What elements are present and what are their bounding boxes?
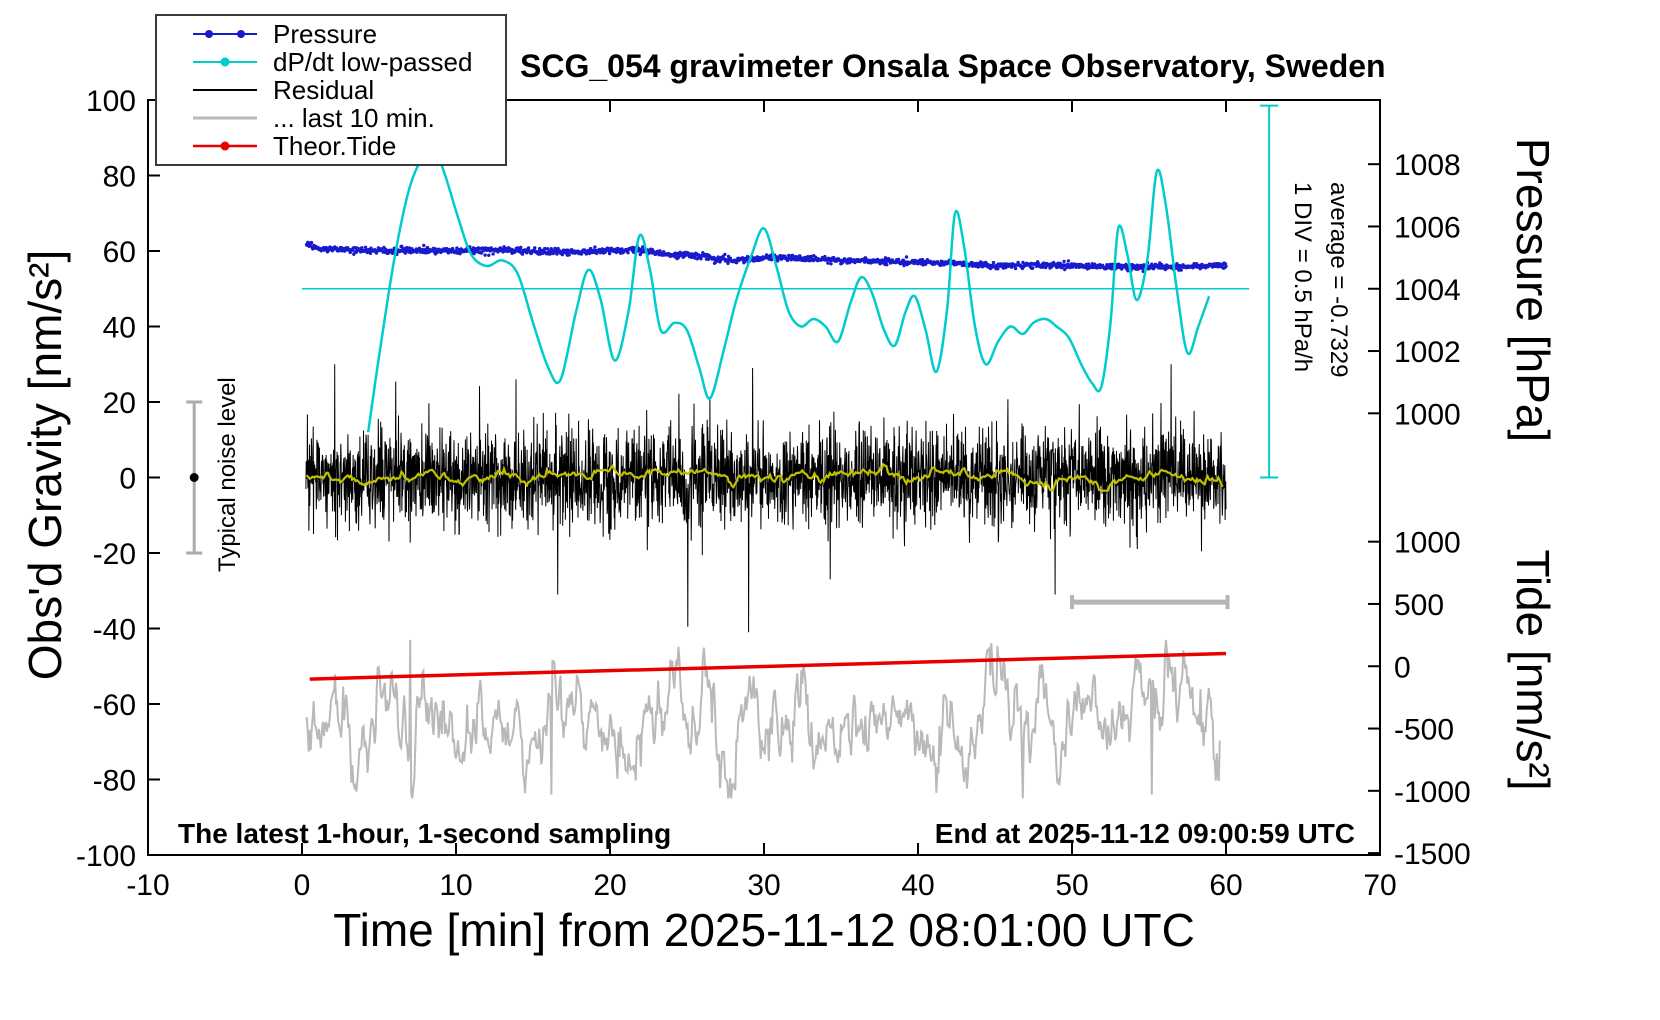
legend-symbol (193, 57, 257, 67)
legend-symbol (193, 116, 257, 120)
legend-symbol (193, 89, 257, 91)
y-tick-label: -80 (93, 765, 136, 798)
tide-tick-label: -500 (1394, 714, 1454, 747)
y-tick-label: -60 (93, 689, 136, 722)
pressure-tick-label: 1000 (1394, 398, 1461, 431)
y-axis-title-pressure: Pressure [hPa] (1507, 137, 1559, 443)
y-tick-label: 0 (119, 463, 136, 496)
y-axis-title-gravity: Obs'd Gravity [nm/s²] (19, 249, 71, 681)
legend-item-0: Pressure (187, 18, 505, 49)
y-tick-label: 100 (86, 85, 136, 118)
legend-label: ... last 10 min. (273, 102, 435, 133)
legend-label: Pressure (273, 18, 378, 49)
y-tick-label: -100 (76, 840, 136, 873)
legend-item-4: Theor.Tide (187, 130, 505, 161)
pressure-tick-label: 1006 (1394, 211, 1461, 244)
x-tick-label: -10 (126, 869, 169, 902)
tide-tick-label: 1000 (1394, 527, 1461, 560)
legend-label: Residual (273, 74, 375, 105)
legend-label: dP/dt low-passed (273, 46, 473, 77)
annotation-sampling: The latest 1-hour, 1-second sampling (178, 818, 672, 849)
tide-tick-label: 500 (1394, 589, 1444, 622)
annotation-average: average = -0.7329 (1325, 182, 1352, 378)
x-tick-label: 0 (294, 869, 311, 902)
series-dpdt (366, 145, 1211, 433)
legend-label: Theor.Tide (273, 130, 397, 161)
x-axis-title: Time [min] from 2025-11-12 08:01:00 UTC (333, 904, 1195, 956)
chart-title: SCG_054 gravimeter Onsala Space Observat… (520, 48, 1386, 84)
y-tick-label: -20 (93, 538, 136, 571)
series-pressure (304, 240, 1228, 274)
noise-level-dot (189, 473, 199, 482)
legend-item-1: dP/dt low-passed (187, 46, 505, 77)
x-tick-label: 40 (901, 869, 934, 902)
y-tick-label: -40 (93, 614, 136, 647)
x-tick-label: 30 (747, 869, 780, 902)
legend-symbol (193, 30, 257, 38)
annotation-end-time: End at 2025-11-12 09:00:59 UTC (934, 818, 1355, 849)
y-tick-label: 20 (103, 387, 136, 420)
tide-tick-label: -1000 (1394, 776, 1471, 809)
x-tick-label: 70 (1363, 869, 1396, 902)
pressure-tick-label: 1004 (1394, 274, 1461, 307)
pressure-tick-label: 1008 (1394, 149, 1461, 182)
legend-symbol (193, 141, 257, 151)
y-axis-title-tide: Tide [nm/s²] (1507, 549, 1559, 791)
pressure-tick-label: 1002 (1394, 336, 1461, 369)
x-tick-label: 60 (1209, 869, 1242, 902)
y-tick-label: 60 (103, 236, 136, 269)
legend-item-3: ... last 10 min. (187, 102, 505, 133)
y-tick-label: 80 (103, 161, 136, 194)
series-residual (305, 364, 1227, 633)
legend-item-2: Residual (187, 74, 505, 105)
series-last10min (305, 639, 1221, 799)
tide-tick-label: 0 (1394, 651, 1411, 684)
legend: Pressure dP/dt low-passed Residual... last… (155, 14, 507, 166)
series-residual-smoothed (305, 462, 1224, 492)
y-tick-label: 40 (103, 312, 136, 345)
series-theor-tide (309, 651, 1227, 681)
annotation-noise-level: Typical noise level (214, 377, 241, 572)
annotation-div-scale: 1 DIV = 0.5 hPa/h (1289, 182, 1316, 373)
x-tick-label: 10 (439, 869, 472, 902)
x-tick-label: 50 (1055, 869, 1088, 902)
tide-tick-label: -1500 (1394, 838, 1471, 871)
x-tick-label: 20 (593, 869, 626, 902)
